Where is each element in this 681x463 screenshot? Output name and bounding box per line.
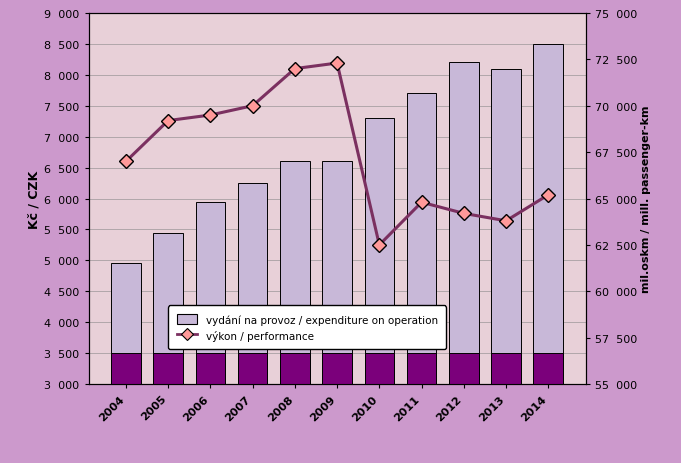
Bar <box>407 94 437 384</box>
Bar <box>153 233 183 384</box>
Bar <box>195 353 225 384</box>
Bar <box>322 353 352 384</box>
Y-axis label: Kč / CZK: Kč / CZK <box>27 170 40 228</box>
Bar <box>111 353 141 384</box>
Bar <box>533 353 563 384</box>
Bar <box>407 353 437 384</box>
Bar <box>111 264 141 384</box>
Bar <box>449 63 479 384</box>
Bar <box>280 353 310 384</box>
Y-axis label: mil.oskm / mill. passenger-km: mil.oskm / mill. passenger-km <box>642 106 651 293</box>
Legend: vydání na provoz / expenditure on operation, výkon / performance: vydání na provoz / expenditure on operat… <box>168 306 446 350</box>
Bar <box>449 353 479 384</box>
Bar <box>238 184 268 384</box>
Bar <box>491 69 521 384</box>
Bar <box>153 353 183 384</box>
Bar <box>491 353 521 384</box>
Bar <box>533 45 563 384</box>
Bar <box>280 162 310 384</box>
Bar <box>322 162 352 384</box>
Bar <box>364 353 394 384</box>
Bar <box>195 202 225 384</box>
Bar <box>364 119 394 384</box>
Bar <box>238 353 268 384</box>
